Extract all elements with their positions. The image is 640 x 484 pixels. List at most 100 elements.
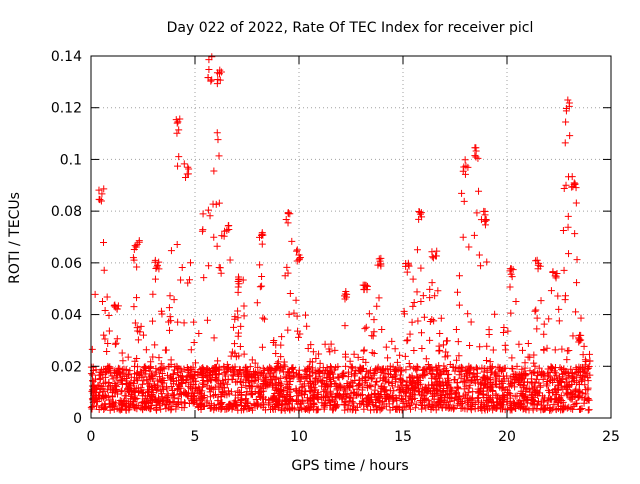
- data-point: [283, 391, 291, 399]
- data-point: [412, 400, 420, 408]
- data-point: [578, 363, 586, 371]
- data-point: [331, 392, 339, 400]
- data-point: [399, 378, 407, 386]
- data-point: [506, 397, 514, 405]
- data-point: [456, 368, 464, 376]
- data-point: [136, 368, 144, 376]
- data-point: [178, 404, 186, 412]
- data-point: [223, 380, 231, 388]
- data-point: [490, 403, 498, 411]
- data-point: [417, 264, 425, 272]
- data-point: [260, 377, 268, 385]
- data-point: [450, 396, 458, 404]
- data-point: [173, 240, 181, 248]
- data-point: [353, 403, 361, 411]
- data-point: [431, 292, 439, 300]
- data-point: [541, 405, 549, 413]
- data-point: [354, 353, 362, 361]
- data-point: [151, 396, 159, 404]
- data-point: [495, 365, 503, 373]
- data-point: [585, 362, 593, 370]
- data-point: [115, 399, 123, 407]
- data-point: [136, 328, 144, 336]
- data-point: [199, 226, 207, 234]
- data-point: [380, 400, 388, 408]
- data-point: [427, 405, 435, 413]
- data-point: [472, 144, 480, 152]
- data-point: [537, 406, 545, 414]
- data-point: [185, 389, 193, 397]
- data-point: [453, 356, 461, 364]
- data-point: [109, 398, 117, 406]
- data-point: [561, 292, 569, 300]
- data-point: [540, 396, 548, 404]
- data-point: [332, 393, 340, 401]
- data-point: [269, 372, 277, 380]
- data-point: [454, 338, 462, 346]
- data-point: [258, 343, 266, 351]
- data-point: [343, 380, 351, 388]
- data-point: [235, 352, 243, 360]
- data-point: [533, 314, 541, 322]
- data-point: [258, 282, 266, 290]
- data-point: [284, 209, 292, 217]
- data-point: [175, 373, 183, 381]
- data-point: [205, 262, 213, 270]
- data-point: [296, 378, 304, 386]
- data-point: [126, 400, 134, 408]
- data-point: [419, 366, 427, 374]
- data-point: [137, 322, 145, 330]
- data-point: [250, 377, 258, 385]
- data-point: [564, 223, 572, 231]
- data-point: [248, 374, 256, 382]
- data-point: [121, 403, 129, 411]
- data-point: [446, 383, 454, 391]
- data-point: [178, 391, 186, 399]
- data-point: [370, 390, 378, 398]
- data-point: [242, 363, 250, 371]
- data-point: [101, 335, 109, 343]
- data-point: [194, 368, 202, 376]
- data-point: [213, 129, 221, 137]
- data-point: [138, 380, 146, 388]
- data-point: [277, 353, 285, 361]
- data-point: [88, 405, 96, 413]
- data-point: [106, 406, 114, 414]
- data-point: [130, 394, 138, 402]
- data-point: [228, 405, 236, 413]
- data-point: [453, 383, 461, 391]
- data-point: [388, 374, 396, 382]
- data-point: [408, 318, 416, 326]
- x-axis-label: GPS time / hours: [291, 458, 408, 474]
- data-point: [428, 248, 436, 256]
- data-point: [118, 387, 126, 395]
- data-point: [566, 132, 574, 140]
- data-point: [403, 337, 411, 345]
- data-point: [133, 354, 141, 362]
- axis-ticks: [90, 55, 612, 419]
- data-point: [369, 332, 377, 340]
- data-point: [497, 401, 505, 409]
- data-point: [382, 395, 390, 403]
- data-point: [370, 316, 378, 324]
- data-point: [327, 377, 335, 385]
- data-point: [240, 350, 248, 358]
- data-point: [403, 268, 411, 276]
- data-point: [575, 335, 583, 343]
- data-point: [158, 310, 166, 318]
- data-point: [449, 403, 457, 411]
- data-point: [409, 275, 417, 283]
- data-point: [481, 221, 489, 229]
- data-point: [489, 346, 497, 354]
- data-point: [492, 381, 500, 389]
- data-point: [562, 374, 570, 382]
- data-point: [321, 399, 329, 407]
- data-point: [419, 292, 427, 300]
- y-tick-label: 0: [73, 411, 82, 427]
- data-point: [144, 404, 152, 412]
- data-point: [562, 368, 570, 376]
- data-point: [470, 231, 478, 239]
- data-point: [113, 335, 121, 343]
- data-point: [215, 152, 223, 160]
- data-point: [302, 311, 310, 319]
